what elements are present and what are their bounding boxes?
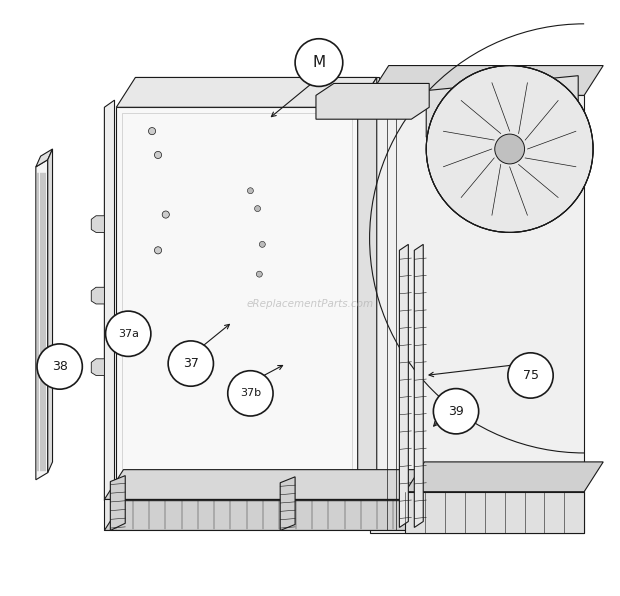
Circle shape xyxy=(154,247,162,254)
Circle shape xyxy=(228,371,273,416)
Polygon shape xyxy=(91,287,104,304)
Polygon shape xyxy=(117,77,377,107)
Text: eReplacementParts.com: eReplacementParts.com xyxy=(246,299,374,309)
Polygon shape xyxy=(370,95,584,533)
Polygon shape xyxy=(104,100,115,501)
Circle shape xyxy=(426,66,593,232)
Circle shape xyxy=(255,206,260,212)
Circle shape xyxy=(495,134,525,164)
Polygon shape xyxy=(405,492,584,533)
Circle shape xyxy=(295,39,343,86)
Circle shape xyxy=(433,389,479,434)
Circle shape xyxy=(256,271,262,277)
Polygon shape xyxy=(399,244,409,527)
Polygon shape xyxy=(316,83,429,119)
Circle shape xyxy=(259,241,265,247)
Polygon shape xyxy=(91,216,104,232)
Circle shape xyxy=(154,151,162,159)
Polygon shape xyxy=(358,77,377,504)
Circle shape xyxy=(148,128,156,135)
Polygon shape xyxy=(280,477,295,530)
Text: 39: 39 xyxy=(448,405,464,418)
Polygon shape xyxy=(104,470,425,499)
Text: 75: 75 xyxy=(523,369,539,382)
Polygon shape xyxy=(36,149,53,167)
Polygon shape xyxy=(135,77,379,474)
Polygon shape xyxy=(110,476,125,530)
Circle shape xyxy=(105,311,151,356)
Polygon shape xyxy=(104,499,405,530)
Polygon shape xyxy=(104,501,425,530)
Polygon shape xyxy=(117,107,358,504)
Circle shape xyxy=(162,211,169,218)
Text: 38: 38 xyxy=(51,360,68,373)
Polygon shape xyxy=(370,66,603,95)
Polygon shape xyxy=(414,244,423,527)
Text: 37a: 37a xyxy=(118,329,139,339)
Text: M: M xyxy=(312,55,326,70)
Polygon shape xyxy=(48,149,53,473)
Polygon shape xyxy=(426,76,578,137)
Polygon shape xyxy=(91,359,104,375)
Polygon shape xyxy=(36,160,48,480)
Polygon shape xyxy=(405,462,603,492)
Circle shape xyxy=(508,353,553,398)
Circle shape xyxy=(247,188,254,194)
Text: 37: 37 xyxy=(183,357,199,370)
Text: 37b: 37b xyxy=(240,389,261,398)
Circle shape xyxy=(37,344,82,389)
Circle shape xyxy=(168,341,213,386)
